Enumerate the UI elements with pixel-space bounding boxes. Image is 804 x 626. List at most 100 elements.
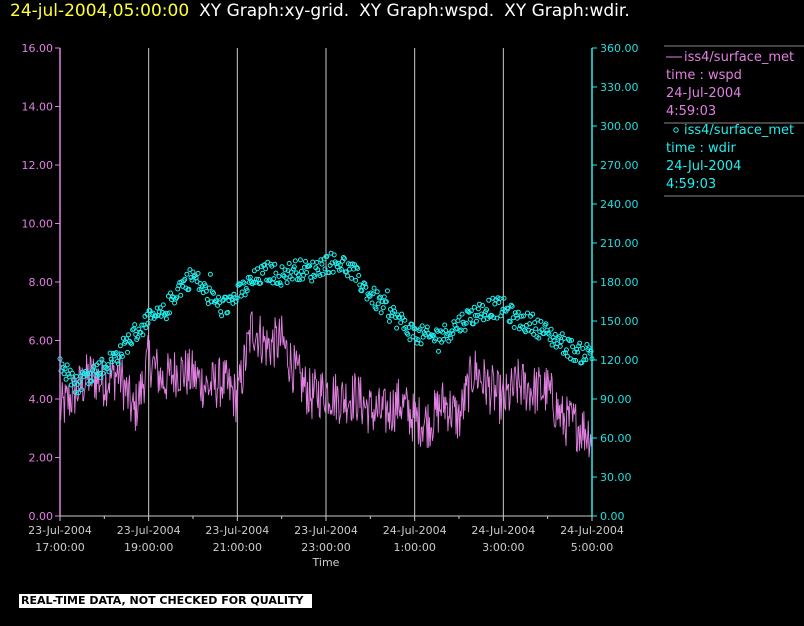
wdir-point (478, 314, 483, 320)
wdir-point (250, 279, 256, 285)
wdir-point (363, 284, 369, 290)
wdir-point (330, 269, 336, 275)
wdir-point (234, 295, 240, 301)
wdir-point (386, 318, 392, 324)
wdir-point (369, 300, 375, 306)
left-tick-label: 4.00 (29, 393, 54, 406)
wdir-point (276, 273, 282, 279)
wdir-point (385, 313, 391, 319)
wdir-point (154, 305, 160, 311)
legend-series-time: 4:59:03 (666, 177, 716, 192)
legend-series-var: time : wdir (666, 141, 737, 156)
wdir-point (340, 255, 346, 260)
wdir-point (353, 277, 359, 283)
wdir-point (435, 328, 440, 334)
wdir-point (361, 280, 367, 286)
wdir-point (377, 294, 383, 300)
wdir-point (182, 276, 188, 282)
wdir-point (157, 305, 163, 311)
wdir-point (548, 326, 554, 332)
wdir-point (472, 313, 478, 318)
wdir-point (216, 294, 222, 300)
wdir-point (407, 337, 413, 343)
right-tick-label: 0.00 (600, 510, 625, 523)
wdir-point (526, 327, 532, 333)
wdir-point (167, 310, 172, 316)
wdir-point (294, 277, 300, 282)
wdir-point (559, 331, 565, 337)
wdir-point (402, 317, 408, 323)
wdir-point (331, 252, 337, 258)
wdir-point (376, 295, 382, 301)
wdir-point (266, 278, 272, 284)
wdir-point (558, 339, 564, 345)
wdir-point (78, 373, 83, 379)
wdir-point (79, 387, 84, 392)
wdir-point (73, 373, 79, 379)
wdir-point (92, 368, 98, 374)
wdir-point (87, 371, 93, 376)
wdir-point (442, 322, 448, 328)
wdir-point (465, 309, 471, 315)
wdir-point (298, 268, 304, 274)
x-tick-date: 23-Jul-2004 (294, 524, 358, 537)
wdir-point (272, 261, 278, 267)
wdir-point (561, 335, 567, 341)
wdir-point (381, 294, 387, 300)
header-graph-1: XY Graph:xy-grid. (199, 1, 350, 21)
legend-circle-swatch (673, 127, 679, 133)
wdir-point (392, 308, 397, 314)
wdir-point (374, 289, 380, 295)
wdir-point (277, 280, 283, 286)
wdir-point (354, 264, 360, 270)
wdir-point (357, 282, 363, 288)
wdir-point (211, 290, 216, 296)
wdir-point (571, 357, 577, 363)
wdir-point (218, 309, 224, 315)
wdir-point (462, 327, 468, 333)
wspd-line (59, 310, 593, 458)
wdir-point (96, 360, 102, 366)
x-tick-time: 5:00:00 (571, 541, 613, 554)
wdir-point (364, 296, 370, 302)
wdir-point (129, 341, 135, 347)
wdir-point (206, 285, 212, 291)
wdir-point (450, 331, 456, 337)
x-tick-time: 23:00:00 (301, 541, 350, 554)
wdir-point (545, 330, 551, 336)
x-tick-time: 1:00:00 (393, 541, 435, 554)
wdir-point (219, 313, 225, 319)
wdir-point (304, 270, 310, 275)
wdir-point (189, 277, 195, 283)
wdir-point (89, 378, 95, 384)
wdir-point (554, 341, 560, 347)
header-graph-2: XY Graph:wspd. (359, 1, 495, 21)
wdir-point (186, 286, 192, 292)
right-tick-label: 330.00 (600, 81, 639, 94)
wdir-point (69, 370, 75, 376)
wdir-point (241, 280, 247, 286)
wdir-point (110, 351, 116, 356)
wdir-point (113, 350, 119, 356)
header-datetime: 24-jul-2004,05:00:00 (10, 1, 190, 21)
wdir-point (111, 353, 117, 359)
wdir-point (457, 328, 463, 334)
wdir-point (552, 331, 558, 337)
wdir-point (505, 306, 511, 312)
wdir-point (575, 349, 581, 355)
right-tick-label: 240.00 (600, 198, 639, 211)
wdir-point (569, 337, 574, 343)
wdir-point (448, 335, 454, 341)
wdir-point (345, 273, 350, 279)
wdir-point (207, 271, 213, 277)
wdir-point (371, 285, 377, 291)
wdir-point (124, 336, 129, 342)
wdir-point (479, 311, 484, 317)
wdir-point (373, 306, 379, 312)
wdir-point (508, 302, 514, 308)
wdir-point (184, 271, 190, 277)
wdir-point (260, 270, 266, 276)
wdir-point (394, 325, 400, 331)
wdir-point (187, 267, 193, 273)
wdir-point (459, 311, 465, 317)
